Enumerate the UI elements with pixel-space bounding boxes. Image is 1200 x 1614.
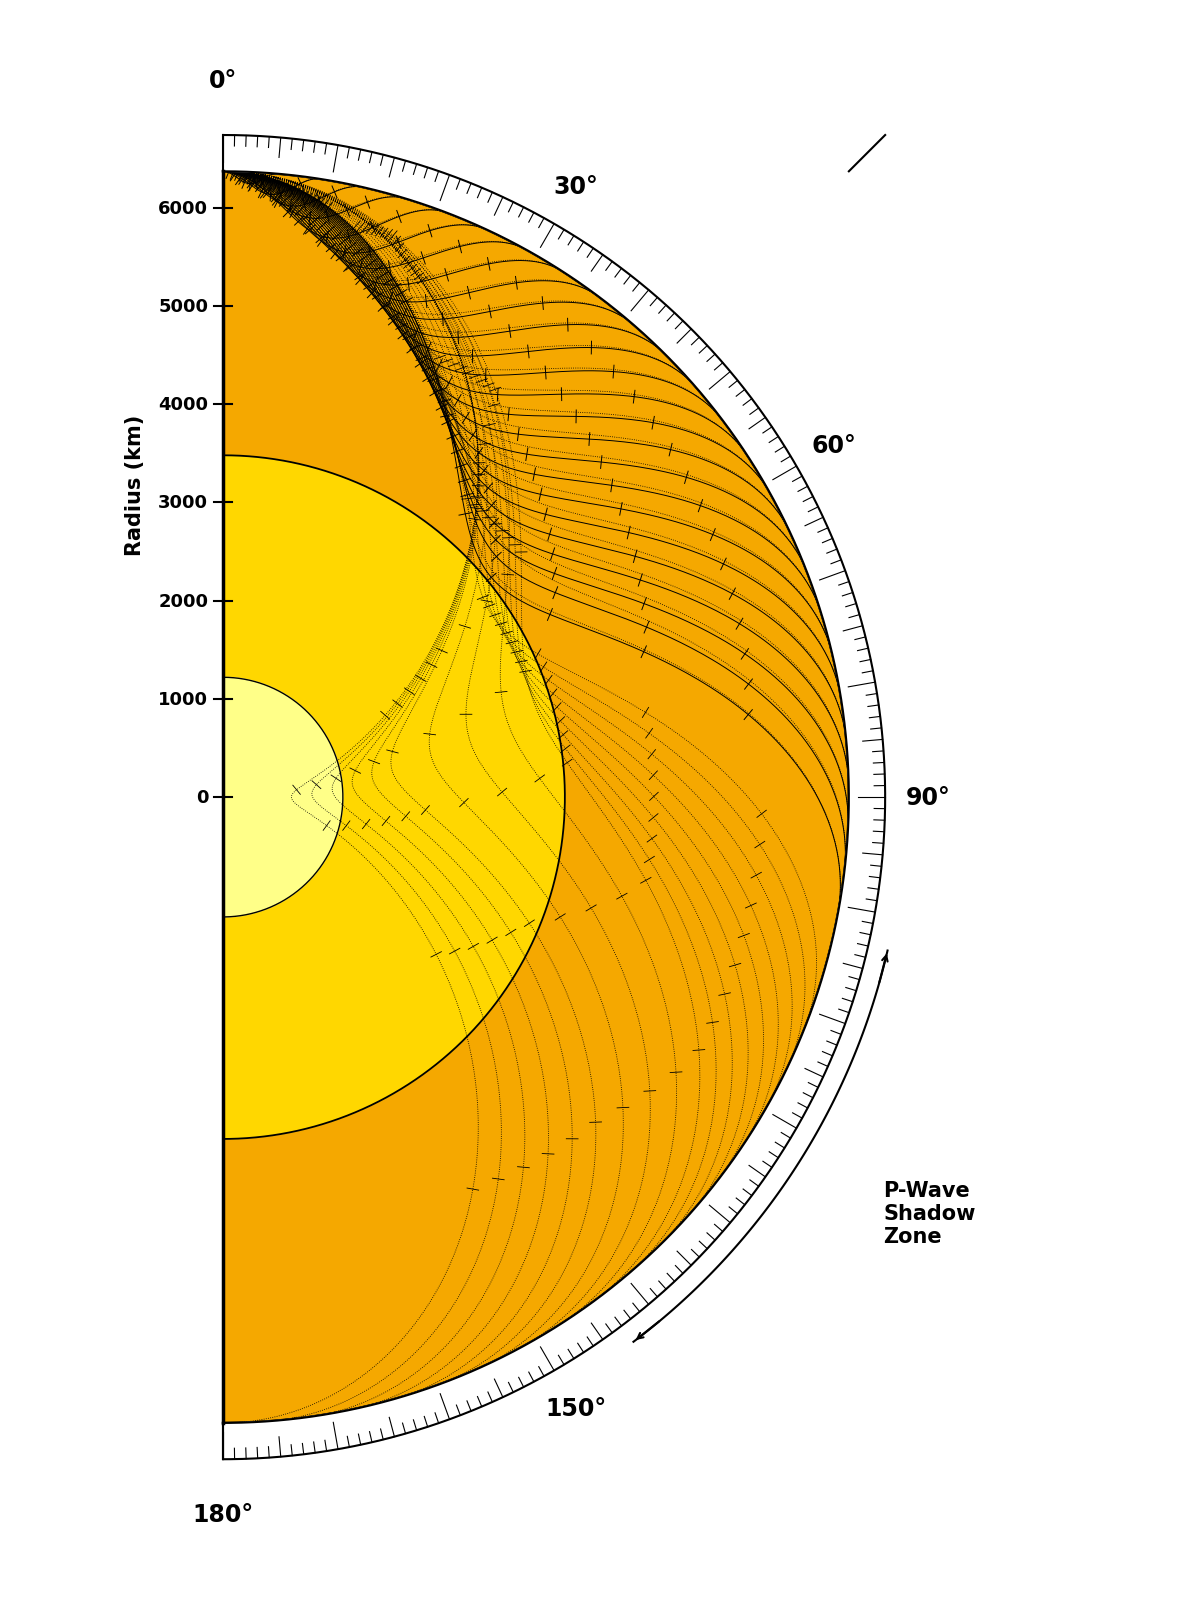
Text: Radius (km): Radius (km) bbox=[125, 415, 145, 555]
Text: 30°: 30° bbox=[553, 176, 598, 199]
Text: 2000: 2000 bbox=[158, 592, 209, 610]
Text: 0°: 0° bbox=[209, 69, 238, 94]
Text: P-Wave
Shadow
Zone: P-Wave Shadow Zone bbox=[883, 1180, 976, 1246]
Polygon shape bbox=[223, 136, 886, 1459]
Text: 180°: 180° bbox=[192, 1503, 253, 1527]
Text: 0: 0 bbox=[196, 789, 209, 807]
Polygon shape bbox=[223, 173, 848, 1424]
Text: 150°: 150° bbox=[545, 1396, 606, 1420]
Text: 1000: 1000 bbox=[158, 691, 209, 709]
Text: 3000: 3000 bbox=[158, 494, 209, 512]
Text: 5000: 5000 bbox=[158, 299, 209, 316]
Text: 4000: 4000 bbox=[158, 395, 209, 413]
Text: 90°: 90° bbox=[906, 786, 950, 810]
Polygon shape bbox=[223, 457, 565, 1139]
Text: 60°: 60° bbox=[811, 433, 856, 457]
Text: 6000: 6000 bbox=[158, 200, 209, 218]
Polygon shape bbox=[223, 678, 343, 917]
